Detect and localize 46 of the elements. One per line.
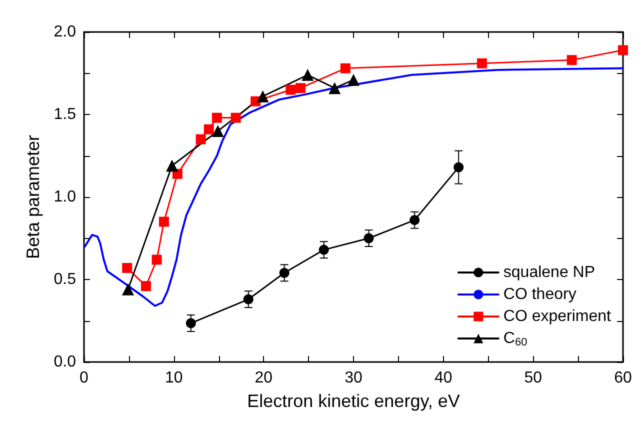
point (212, 125, 224, 137)
point (296, 83, 306, 94)
point (340, 63, 350, 74)
x-tick-label: 40 (434, 370, 452, 386)
point (122, 283, 134, 296)
point (286, 84, 296, 95)
y-tick-label: 2.0 (54, 24, 76, 40)
point (364, 233, 374, 244)
point (566, 55, 577, 66)
legend-label: squalene NP (503, 264, 596, 281)
y-tick-label: 1.5 (54, 106, 76, 123)
point (212, 112, 222, 123)
point (348, 74, 360, 86)
legend-label: CO theory (503, 286, 576, 303)
point (618, 45, 628, 56)
y-axis-title: Beta parameter (23, 134, 43, 260)
x-tick-label: 30 (344, 370, 362, 386)
point (152, 254, 162, 265)
point (410, 215, 420, 226)
point (122, 262, 132, 273)
x-tick-label: 20 (254, 370, 273, 386)
point (186, 318, 196, 328)
x-tick-label: 60 (614, 370, 632, 386)
point (302, 68, 314, 81)
point (243, 294, 254, 304)
point (454, 162, 464, 172)
point (318, 244, 329, 255)
text: 0.0 (54, 354, 76, 370)
point (279, 268, 290, 278)
x-tick-label: 50 (524, 370, 542, 386)
x-tick-label: 0 (80, 370, 89, 386)
point (476, 58, 487, 68)
point (256, 90, 269, 102)
point (230, 112, 241, 123)
point (166, 160, 178, 172)
x-tick-label: 10 (164, 370, 183, 386)
point (196, 134, 206, 144)
y-tick-label: 1.0 (54, 188, 76, 206)
point (140, 281, 151, 292)
line-series (84, 67, 624, 307)
x-axis-title: Electron kinetic energy, eV (247, 391, 460, 411)
point (204, 124, 214, 134)
point (328, 82, 341, 94)
legend-label: CO experiment (503, 308, 612, 325)
y-tick-label: 0.5 (54, 271, 76, 288)
point (158, 216, 169, 227)
